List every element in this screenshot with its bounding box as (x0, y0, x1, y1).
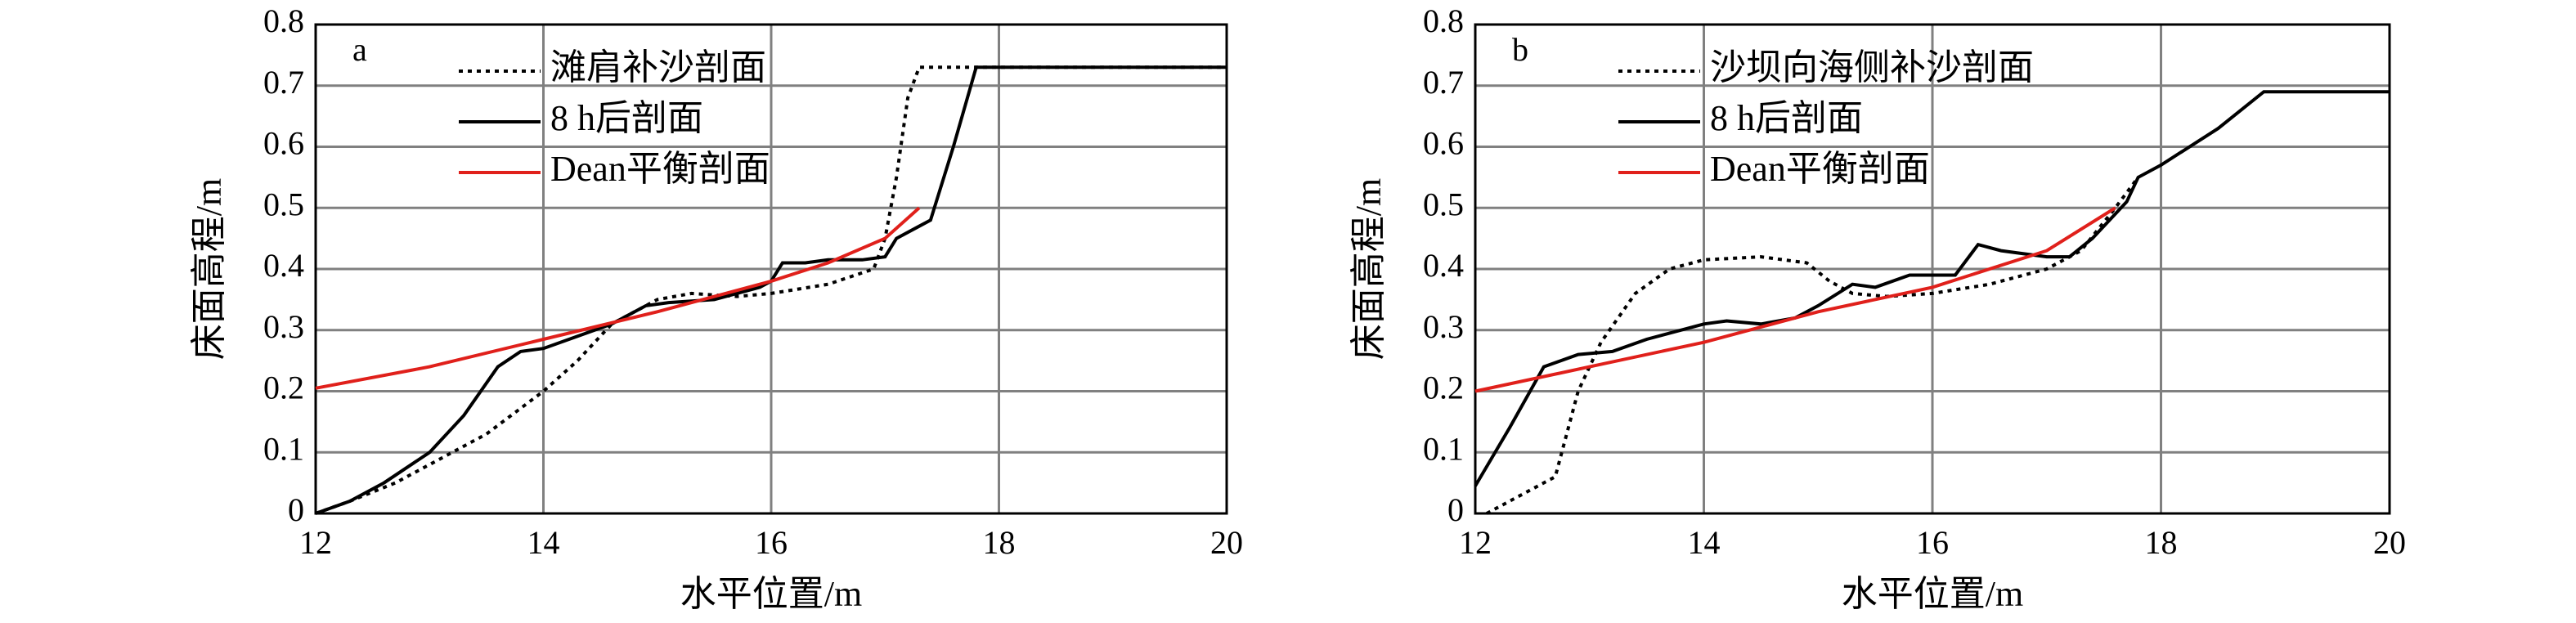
x-tick-label: 16 (1916, 524, 1949, 561)
legend-label: 沙坝向海侧补沙剖面 (1710, 47, 2034, 87)
y-tick-label: 0.3 (1423, 308, 1464, 345)
y-tick-label: 0.1 (1423, 430, 1464, 467)
plot-frame (1474, 23, 2391, 515)
y-tick-label: 0.6 (1423, 125, 1464, 162)
y-tick-label: 0.8 (263, 2, 304, 39)
y-axis-label: 床面高程/m (1349, 178, 1389, 360)
y-tick-label: 0.5 (1423, 186, 1464, 222)
series-line (1474, 90, 2390, 487)
y-axis-label: 床面高程/m (189, 178, 229, 360)
series-line (1474, 206, 2116, 393)
series-line (315, 65, 1227, 515)
y-tick-label: 0.4 (263, 247, 304, 284)
legend-label: 8 h后剖面 (1710, 98, 1863, 138)
y-tick-label: 0 (288, 491, 304, 528)
y-tick-label: 0.2 (263, 370, 304, 406)
x-tick-label: 18 (2145, 524, 2178, 561)
legend-label: 8 h后剖面 (550, 98, 703, 138)
x-tick-label: 14 (527, 524, 560, 561)
panel-label: a (352, 31, 367, 68)
y-tick-label: 0 (1447, 491, 1464, 528)
y-tick-label: 0.1 (263, 430, 304, 467)
legend-label: Dean平衡剖面 (1710, 149, 1930, 189)
x-axis-label: 水平位置/m (680, 574, 862, 614)
series-line (1486, 176, 2140, 515)
y-tick-label: 0.4 (1423, 247, 1464, 284)
y-tick-label: 0.7 (263, 64, 304, 101)
x-tick-label: 14 (1688, 524, 1721, 561)
x-tick-label: 12 (299, 524, 332, 561)
x-tick-label: 20 (1210, 524, 1243, 561)
y-tick-label: 0.8 (1423, 2, 1464, 39)
y-tick-label: 0.5 (263, 186, 304, 222)
panel-label: b (1512, 31, 1528, 68)
y-tick-label: 0.7 (1423, 64, 1464, 101)
x-tick-label: 16 (755, 524, 788, 561)
x-tick-label: 12 (1459, 524, 1492, 561)
x-axis-label: 水平位置/m (1842, 574, 2023, 614)
y-tick-label: 0.2 (1423, 370, 1464, 406)
series-line (315, 206, 921, 390)
x-tick-label: 20 (2373, 524, 2406, 561)
series-line (315, 65, 1227, 515)
x-tick-label: 18 (983, 524, 1016, 561)
legend-label: 滩肩补沙剖面 (550, 47, 766, 87)
y-tick-label: 0.6 (263, 125, 304, 162)
legend-label: Dean平衡剖面 (550, 149, 770, 189)
plot-frame (314, 23, 1228, 515)
y-tick-label: 0.3 (263, 308, 304, 345)
